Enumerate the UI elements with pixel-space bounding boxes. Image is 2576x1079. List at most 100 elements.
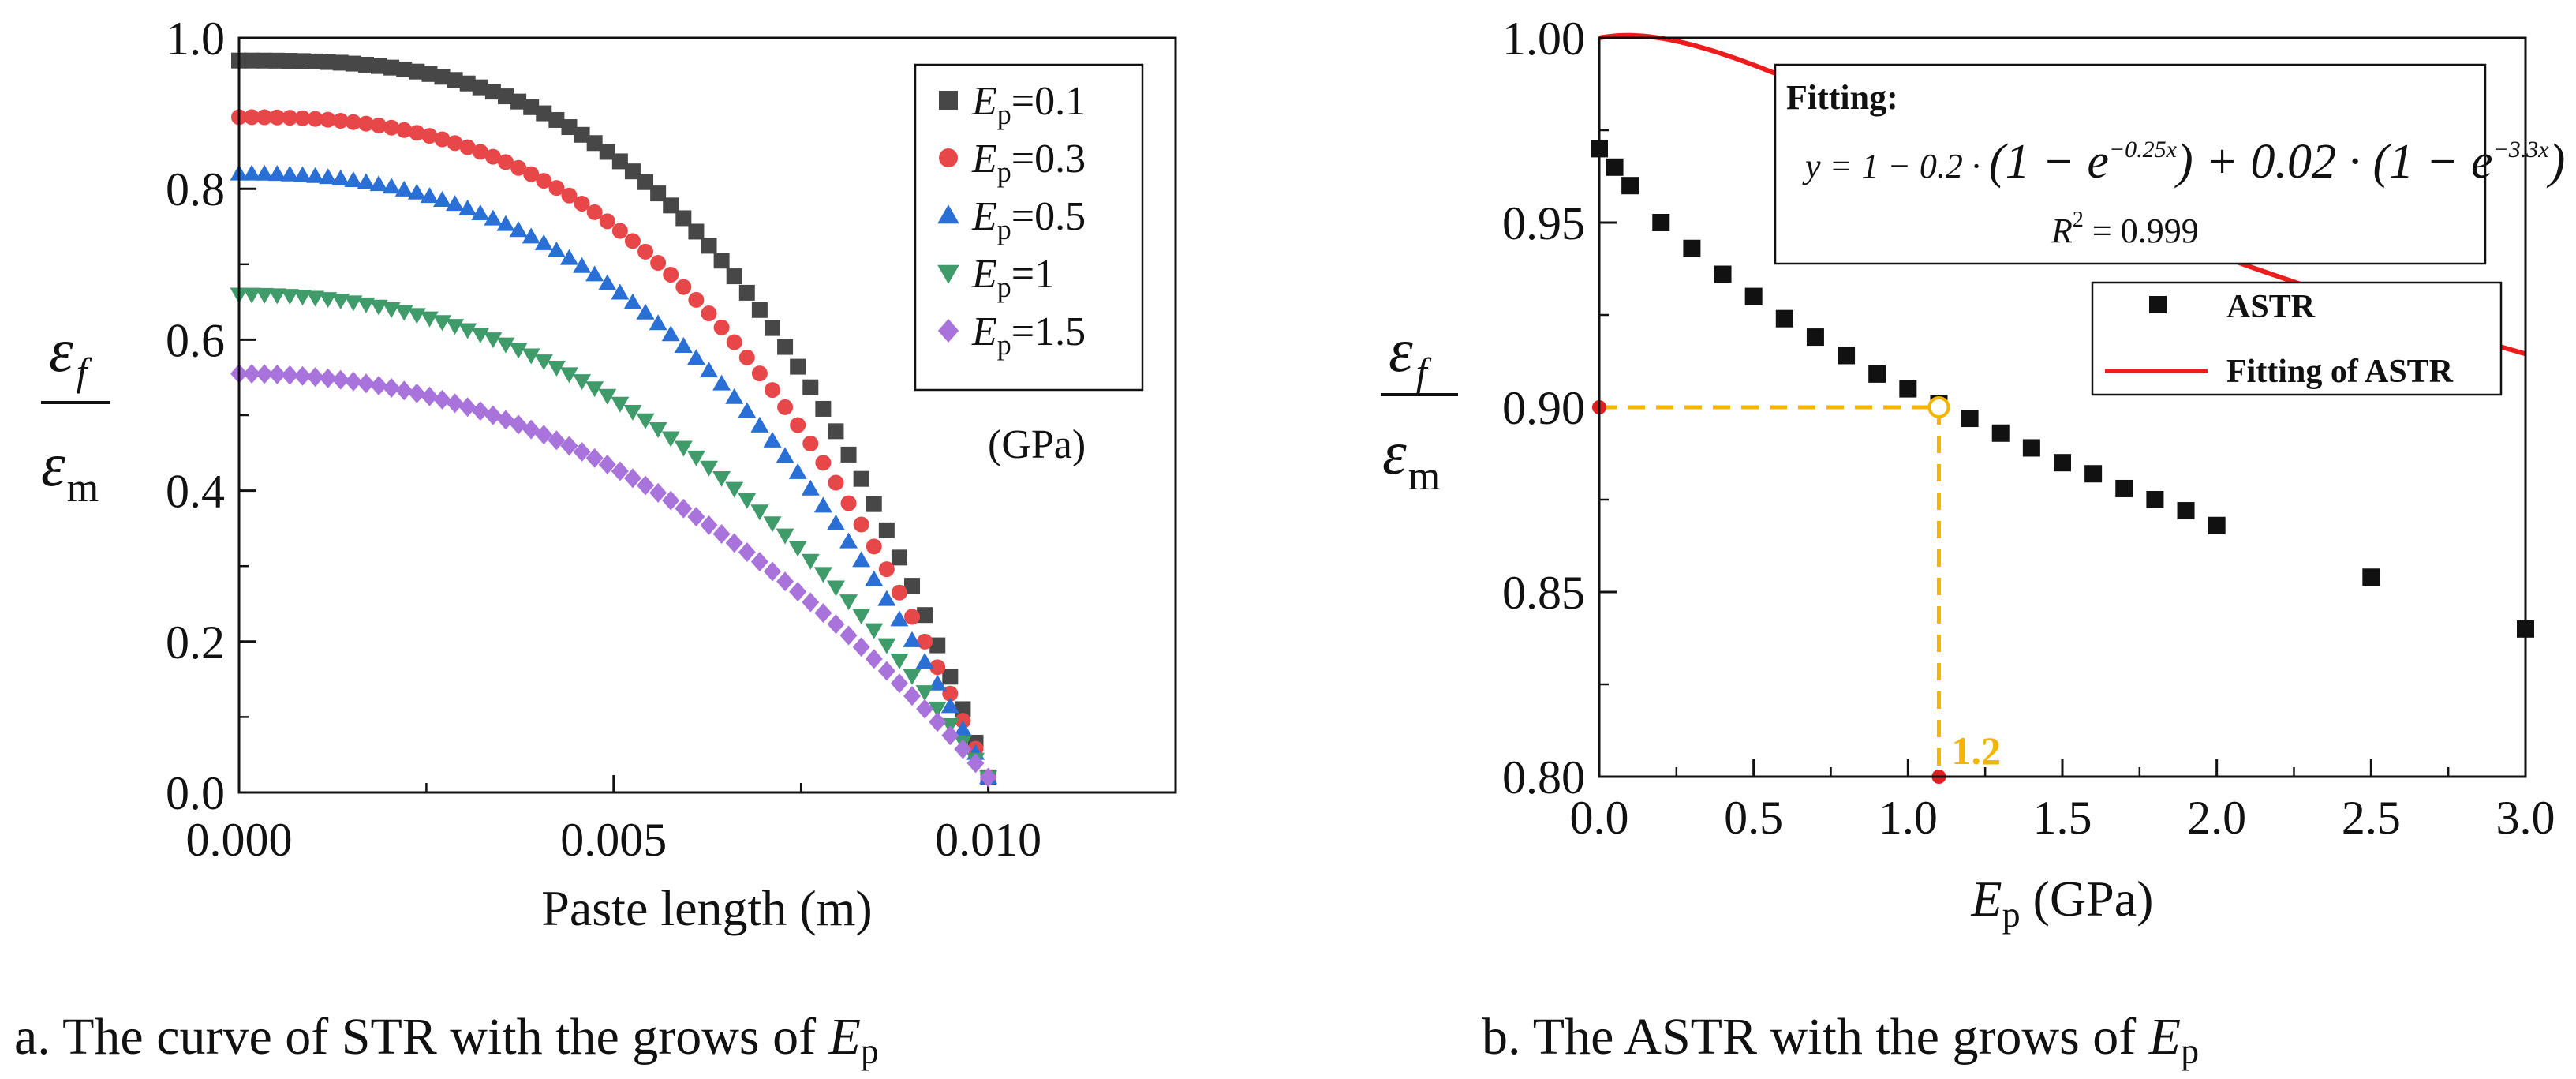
data-point <box>509 221 528 238</box>
data-point <box>661 325 680 342</box>
panel-a-legend: Ep=0.1 Ep=0.3 Ep=0.5 Ep=1 Ep=1.5 <box>914 63 1144 392</box>
data-point <box>282 110 298 126</box>
data-point <box>332 113 349 129</box>
data-point <box>917 607 933 624</box>
astr-point <box>1683 239 1701 257</box>
data-point <box>307 111 323 127</box>
data-point <box>497 88 514 105</box>
astr-point <box>2177 502 2195 520</box>
data-point <box>966 753 985 774</box>
data-point <box>509 343 528 359</box>
data-point <box>420 187 439 204</box>
data-point <box>726 268 742 285</box>
data-point <box>598 388 617 405</box>
data-point <box>903 686 922 706</box>
data-point <box>840 446 857 463</box>
data-point <box>433 190 452 207</box>
data-point <box>649 421 667 438</box>
data-point <box>369 299 388 316</box>
fit-r-squared: R2 = 0.999 <box>2051 208 2199 250</box>
data-point <box>294 53 311 69</box>
data-point <box>586 204 603 220</box>
data-point <box>738 402 757 418</box>
astr-point <box>1744 287 1763 305</box>
x-tick-label: 0.5 <box>1724 792 1783 844</box>
data-point <box>777 399 794 415</box>
data-point <box>280 165 299 182</box>
x-tick-label: 0.0 <box>1570 792 1629 844</box>
data-point <box>877 590 896 606</box>
data-point <box>561 119 578 136</box>
data-point <box>928 701 947 717</box>
x-tick-label: 3.0 <box>2496 792 2555 844</box>
data-point <box>650 185 667 202</box>
data-point <box>396 61 413 77</box>
data-point <box>320 111 336 128</box>
data-point <box>813 567 832 583</box>
panel-b-guides <box>1599 405 1941 777</box>
data-point <box>371 117 387 133</box>
data-point <box>700 515 718 535</box>
data-point <box>713 253 730 269</box>
data-point <box>510 159 527 176</box>
data-point <box>382 178 401 194</box>
data-point <box>369 175 388 192</box>
x-tick-label: 0.005 <box>560 814 667 866</box>
data-point <box>738 493 757 509</box>
fit-box-title: Fitting: <box>1786 78 1898 117</box>
panel-b-ylabel-denominator: εm <box>1382 418 1440 499</box>
data-point <box>790 358 806 375</box>
data-point <box>471 204 490 220</box>
data-point <box>585 265 604 282</box>
data-point <box>750 504 769 521</box>
data-point <box>802 436 819 452</box>
data-point <box>839 594 858 611</box>
data-point <box>713 319 730 335</box>
data-point <box>940 697 959 714</box>
astr-point <box>2054 454 2071 472</box>
data-point <box>726 334 742 350</box>
data-point <box>585 448 604 468</box>
astr-point <box>2146 491 2164 508</box>
data-point <box>877 661 895 681</box>
data-point <box>282 53 298 69</box>
data-point <box>332 54 349 71</box>
y-tick-label: 0.4 <box>166 466 225 518</box>
data-point <box>293 365 312 386</box>
panel-a-xlabel: Paste length (m) <box>541 880 872 936</box>
data-point <box>915 685 934 702</box>
data-point <box>954 739 972 759</box>
data-point <box>244 109 260 126</box>
data-point <box>942 685 959 702</box>
data-point <box>917 633 933 650</box>
data-point <box>611 283 630 300</box>
data-point <box>573 374 592 391</box>
x-tick-label: 0.000 <box>186 814 293 866</box>
data-point <box>661 431 680 448</box>
data-point <box>345 114 361 130</box>
x-tick-label: 0.010 <box>935 814 1041 866</box>
data-point <box>573 257 592 273</box>
panel-a-caption: a. The curve of STR with the grows of Ep <box>14 1008 879 1071</box>
data-point <box>929 712 947 732</box>
data-point <box>725 481 744 498</box>
data-point <box>242 164 261 181</box>
data-point <box>458 397 477 418</box>
data-point <box>599 144 615 160</box>
astr-point <box>1606 158 1624 176</box>
data-point <box>599 213 615 230</box>
data-point <box>370 375 388 395</box>
data-point <box>510 93 527 110</box>
fit-box-frame <box>1774 63 2487 265</box>
data-point <box>547 361 566 377</box>
y-tick-label: 0.85 <box>1502 567 1585 619</box>
data-point <box>776 528 794 545</box>
data-point <box>840 495 857 511</box>
data-point <box>523 166 540 182</box>
data-point <box>701 305 717 322</box>
data-point <box>789 582 807 602</box>
data-point <box>890 653 909 669</box>
data-point <box>267 165 286 182</box>
y-tick-label: 0.2 <box>166 616 225 669</box>
